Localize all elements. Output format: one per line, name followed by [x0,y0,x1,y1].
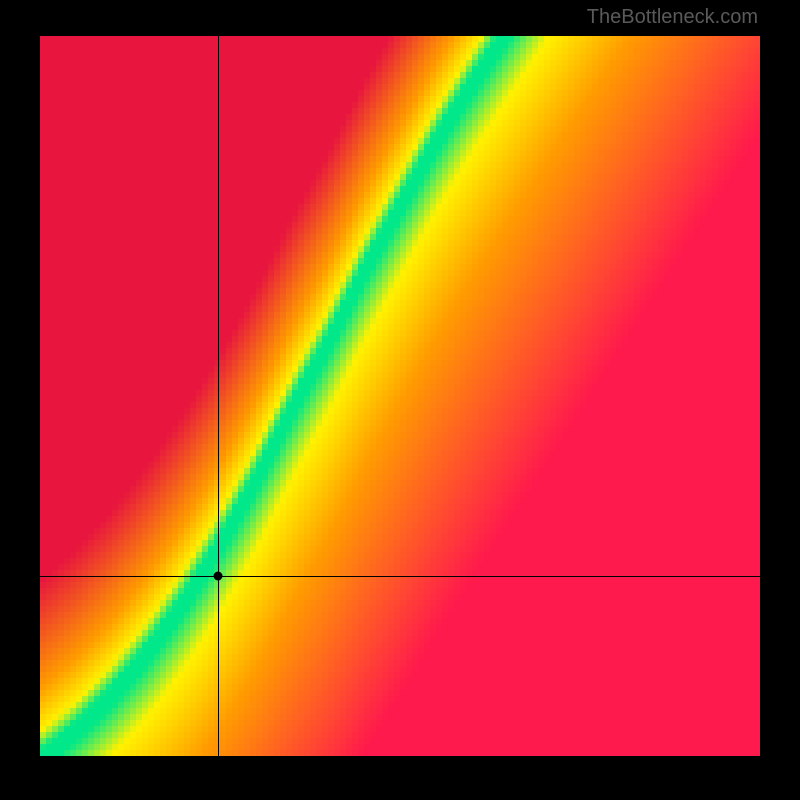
heatmap-canvas [40,36,760,756]
crosshair-vertical [218,36,219,756]
crosshair-horizontal [40,576,760,577]
plot-area [40,36,760,756]
crosshair-marker [213,572,222,581]
watermark-text: TheBottleneck.com [587,6,758,29]
